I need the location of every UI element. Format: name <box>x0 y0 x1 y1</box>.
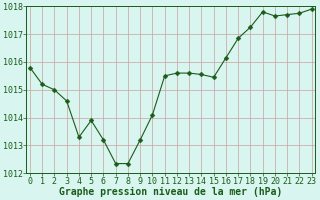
X-axis label: Graphe pression niveau de la mer (hPa): Graphe pression niveau de la mer (hPa) <box>59 187 283 197</box>
